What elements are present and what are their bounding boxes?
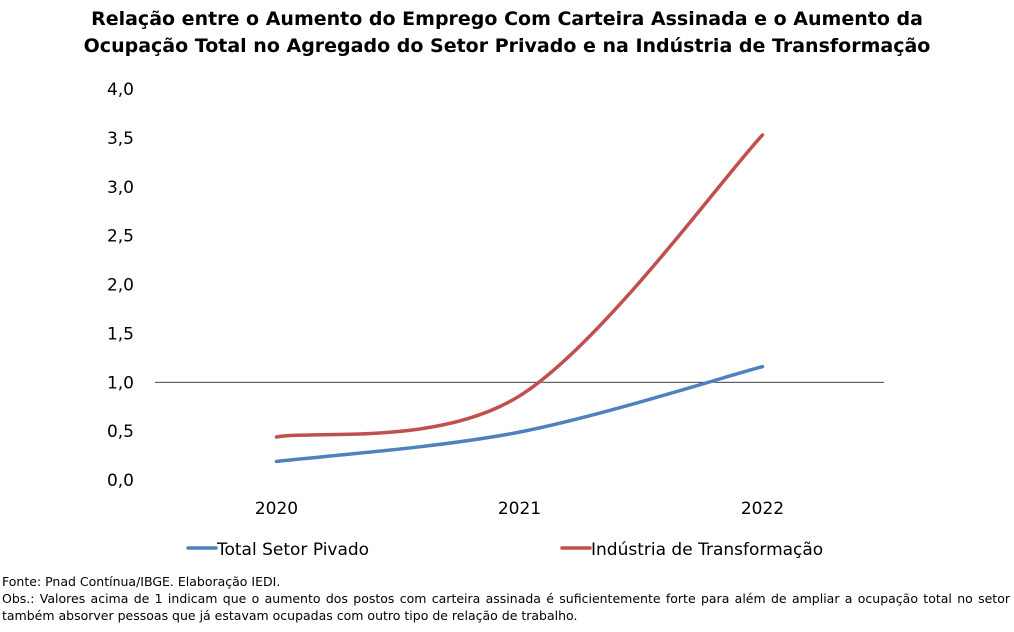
y-tick-label: 2,0 (107, 276, 134, 296)
observation-note: Obs.: Valores acima de 1 indicam que o a… (2, 591, 1010, 623)
y-tick-label: 1,0 (107, 373, 134, 393)
legend: Total Setor Pivado Indústria de Transform… (186, 540, 823, 560)
chart-title-line-1: Relação entre o Aumento do Emprego Com C… (91, 8, 923, 30)
chart-title: Relação entre o Aumento do Emprego Com C… (0, 6, 1014, 60)
legend-label-2: Indústria de Transformação (591, 540, 823, 560)
x-axis: 2020 2021 2022 (255, 499, 784, 519)
y-tick-label: 3,5 (107, 129, 134, 149)
legend-label-1: Total Setor Pivado (216, 540, 369, 560)
series-line-1 (274, 364, 765, 464)
y-axis: 0,0 0,5 1,0 1,5 2,0 2,5 3,0 3,5 4,0 (107, 80, 134, 491)
y-tick-label: 1,5 (107, 324, 134, 344)
y-tick-label: 0,5 (107, 422, 134, 442)
x-tick-label: 2022 (741, 499, 784, 519)
x-tick-label: 2020 (255, 499, 298, 519)
y-tick-label: 4,0 (107, 80, 134, 100)
y-tick-label: 0,0 (107, 471, 134, 491)
chart-title-line-2: Ocupação Total no Agregado do Setor Priv… (83, 35, 931, 57)
line-chart: 0,0 0,5 1,0 1,5 2,0 2,5 3,0 3,5 4,0 2020 2021 2022… (107, 80, 884, 560)
source-note: Fonte: Pnad Contínua/IBGE. Elaboração IE… (2, 574, 281, 589)
y-tick-label: 2,5 (107, 227, 134, 247)
series-line-2 (274, 133, 765, 439)
x-tick-label: 2021 (498, 499, 541, 519)
footnotes: Fonte: Pnad Contínua/IBGE. Elaboração IE… (2, 573, 1010, 624)
y-tick-label: 3,0 (107, 178, 134, 198)
series-lines (274, 133, 765, 464)
